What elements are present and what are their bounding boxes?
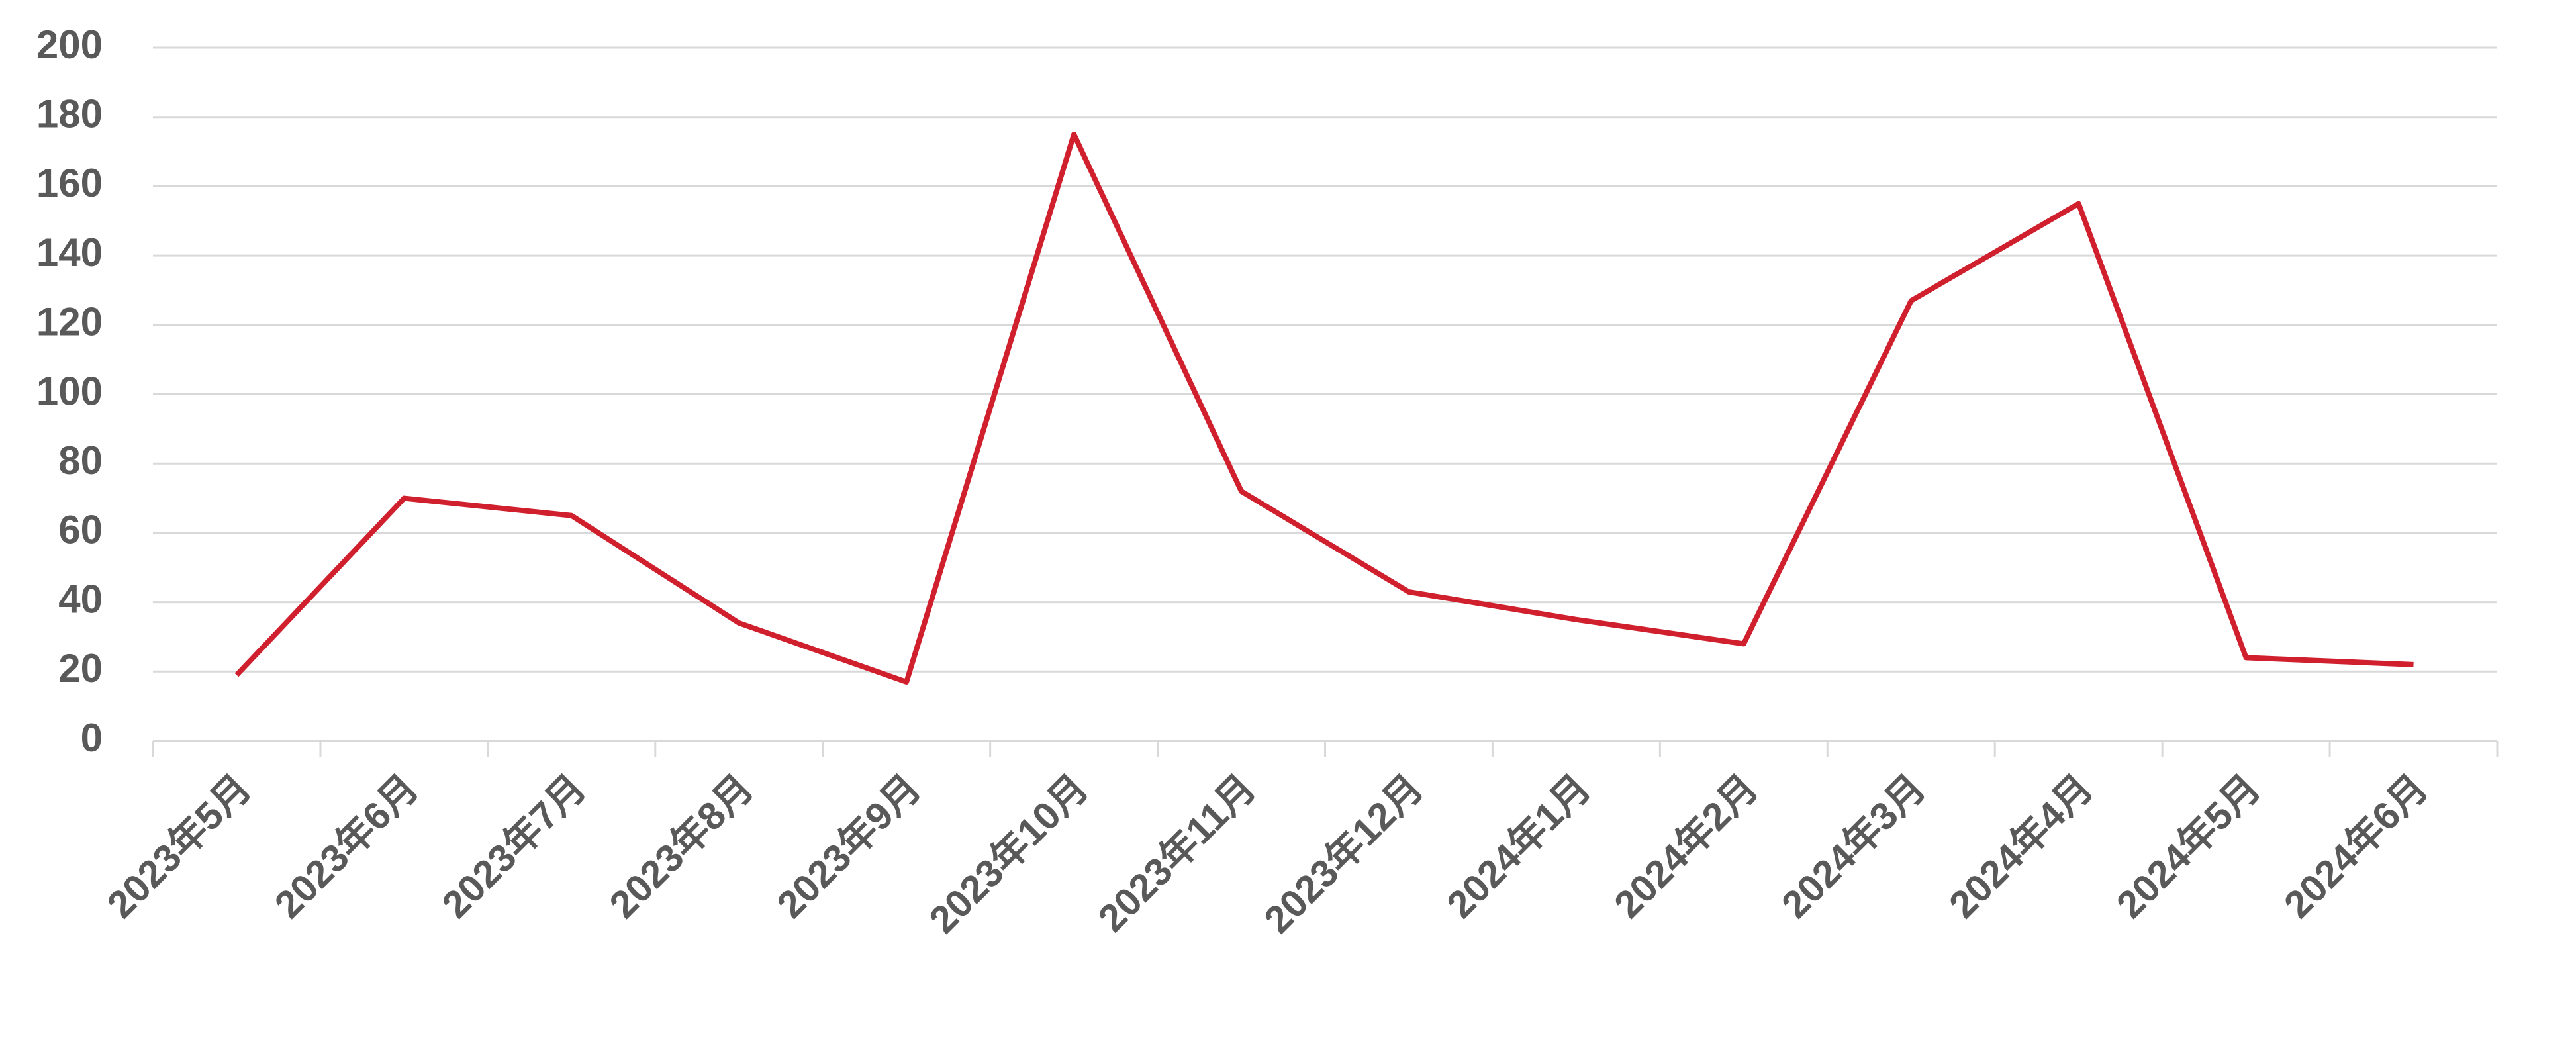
- y-tick-label: 0: [81, 716, 103, 760]
- y-tick-label: 120: [36, 300, 103, 344]
- y-tick-label: 200: [36, 23, 103, 67]
- x-tick-label: 2023年8月: [601, 766, 761, 926]
- y-tick-label: 40: [58, 577, 103, 621]
- x-tick-label: 2023年7月: [434, 766, 594, 926]
- x-tick-label: 2024年2月: [1606, 766, 1766, 926]
- y-tick-label: 180: [36, 92, 103, 136]
- x-tick-label: 2023年10月: [921, 766, 1096, 941]
- y-tick-label: 20: [58, 646, 103, 691]
- x-tick-label: 2023年6月: [267, 766, 427, 926]
- x-tick-label: 2024年1月: [1439, 766, 1599, 926]
- x-tick-label: 2023年12月: [1256, 766, 1431, 941]
- y-tick-label: 160: [36, 161, 103, 205]
- y-tick-label: 60: [58, 508, 103, 552]
- x-tick-label: 2023年5月: [99, 766, 260, 926]
- y-tick-label: 100: [36, 369, 103, 413]
- x-tick-label: 2024年4月: [1941, 766, 2101, 926]
- data-line: [234, 131, 2414, 685]
- x-tick-label: 2023年9月: [769, 766, 929, 926]
- y-tick-label: 140: [36, 230, 103, 275]
- x-tick-label: 2024年5月: [2109, 766, 2269, 926]
- x-tick-label: 2024年6月: [2276, 766, 2436, 926]
- x-tick-label: 2024年3月: [1774, 766, 1934, 926]
- x-tick-label: 2023年11月: [1090, 766, 1264, 940]
- y-tick-label: 80: [58, 438, 103, 483]
